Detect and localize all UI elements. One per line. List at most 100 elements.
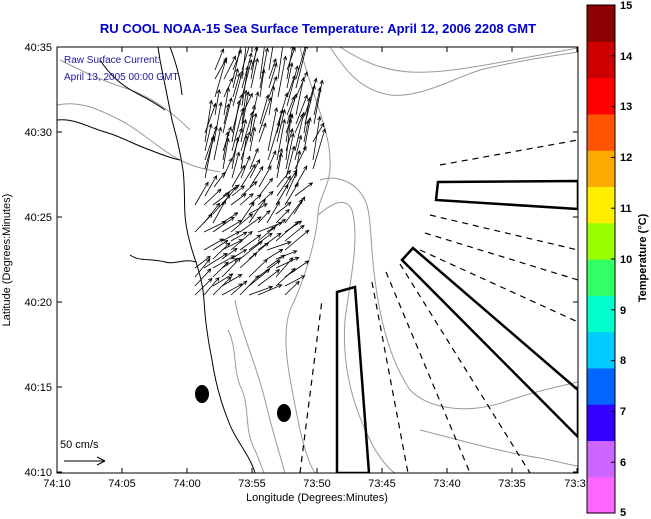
current-vector (223, 86, 230, 116)
current-vector (213, 171, 226, 188)
current-vector (212, 242, 231, 260)
current-vector (285, 132, 295, 170)
current-vector (249, 147, 259, 170)
current-vector (294, 165, 308, 188)
x-axis-ticks: 74:10 74:05 74:00 73:55 73:50 73:45 73:4… (43, 478, 585, 490)
x-tick-label: 73:35 (498, 478, 526, 490)
contour-northwest-2 (59, 59, 191, 131)
current-vector (214, 58, 227, 98)
current-vector (212, 192, 231, 206)
colorbar-segment (587, 77, 615, 115)
current-vector (277, 47, 284, 80)
current-vector (232, 47, 243, 80)
colorbar-segment (587, 5, 615, 42)
current-vector (249, 104, 256, 134)
colorbar-tick-label: 9 (620, 305, 626, 317)
current-vector (266, 248, 284, 260)
current-vector (249, 126, 257, 152)
current-vector (194, 268, 212, 287)
current-vector (239, 201, 255, 224)
current-vector (312, 115, 322, 161)
temperature-colorbar: 15 14 13 12 11 10 9 8 7 6 5 Temperature … (586, 0, 649, 519)
current-vector (284, 224, 305, 242)
current-vector (214, 48, 225, 71)
current-vector (275, 220, 300, 242)
colorbar-tick-label: 12 (620, 152, 632, 164)
current-vector (258, 165, 272, 188)
current-vector (203, 221, 227, 233)
colorbar-segment (587, 295, 615, 333)
current-vector (275, 256, 300, 269)
current-vector (240, 180, 258, 197)
colorbar-segments (587, 5, 615, 514)
current-vector (241, 58, 253, 98)
current-vector (231, 136, 240, 170)
surface-current-vectors (194, 47, 326, 296)
colorbar-tick-label: 6 (620, 457, 626, 469)
current-vector (268, 75, 278, 98)
current-vector (286, 47, 295, 80)
current-vector (294, 111, 306, 152)
current-vector (221, 247, 238, 260)
current-vector (268, 47, 274, 71)
current-vector (275, 184, 289, 206)
current-vector (212, 194, 231, 215)
current-vector (259, 47, 269, 89)
current-vector (267, 107, 279, 152)
current-vector (304, 77, 318, 116)
track-box-diagonal (400, 246, 578, 439)
x-tick-label: 74:00 (173, 478, 201, 490)
current-vector (240, 163, 256, 188)
current-vector (284, 229, 310, 251)
colorbar-segment (587, 41, 615, 79)
current-vector (284, 275, 306, 287)
current-vector (257, 209, 271, 224)
current-vector (276, 175, 291, 197)
colorbar-tick-label: 14 (620, 51, 633, 63)
y-tick-label: 40:10 (24, 467, 52, 479)
current-vector (249, 158, 261, 179)
current-vector (222, 137, 230, 170)
current-vector (258, 122, 267, 143)
current-vector (194, 255, 211, 269)
current-vector (258, 97, 272, 134)
coastline-bay-2 (99, 59, 166, 111)
contour-outer (339, 47, 578, 73)
track-boxes (335, 179, 578, 473)
current-vector (275, 257, 294, 278)
current-vector (214, 57, 228, 80)
current-vector (212, 261, 229, 278)
plot-background (57, 47, 578, 473)
y-axis-ticks: 40:35 40:30 40:25 40:20 40:15 40:10 (24, 42, 52, 479)
current-vector (221, 219, 243, 233)
current-vector (194, 258, 211, 278)
current-vector (221, 257, 241, 278)
current-vector (194, 213, 213, 233)
current-vector (204, 174, 218, 197)
colorbar-segment (587, 113, 615, 151)
colorbar-segment (587, 150, 615, 188)
x-tick-label: 73:3 (564, 478, 585, 490)
current-vector (230, 213, 254, 233)
current-vector (257, 190, 274, 206)
colorbar-tick-label: 10 (620, 254, 632, 266)
current-vector (204, 123, 213, 152)
current-vector (266, 254, 286, 269)
current-vector (212, 216, 235, 233)
current-vector (250, 47, 259, 80)
current-vector (267, 150, 277, 170)
contour-channel (319, 177, 578, 410)
y-tick-label: 40:20 (24, 297, 52, 309)
colorbar-label: Temperature (°C) (637, 213, 649, 302)
contour-east-low (419, 429, 578, 467)
current-vector (259, 94, 270, 125)
colorbar-segment (587, 259, 615, 296)
current-vector (194, 181, 209, 206)
colorbar-segment (587, 367, 615, 405)
scale-arrow (64, 456, 106, 466)
current-vector (213, 126, 223, 161)
current-vector (231, 151, 241, 179)
current-vector (285, 171, 298, 197)
current-vector (248, 194, 262, 206)
current-vector (258, 177, 274, 197)
